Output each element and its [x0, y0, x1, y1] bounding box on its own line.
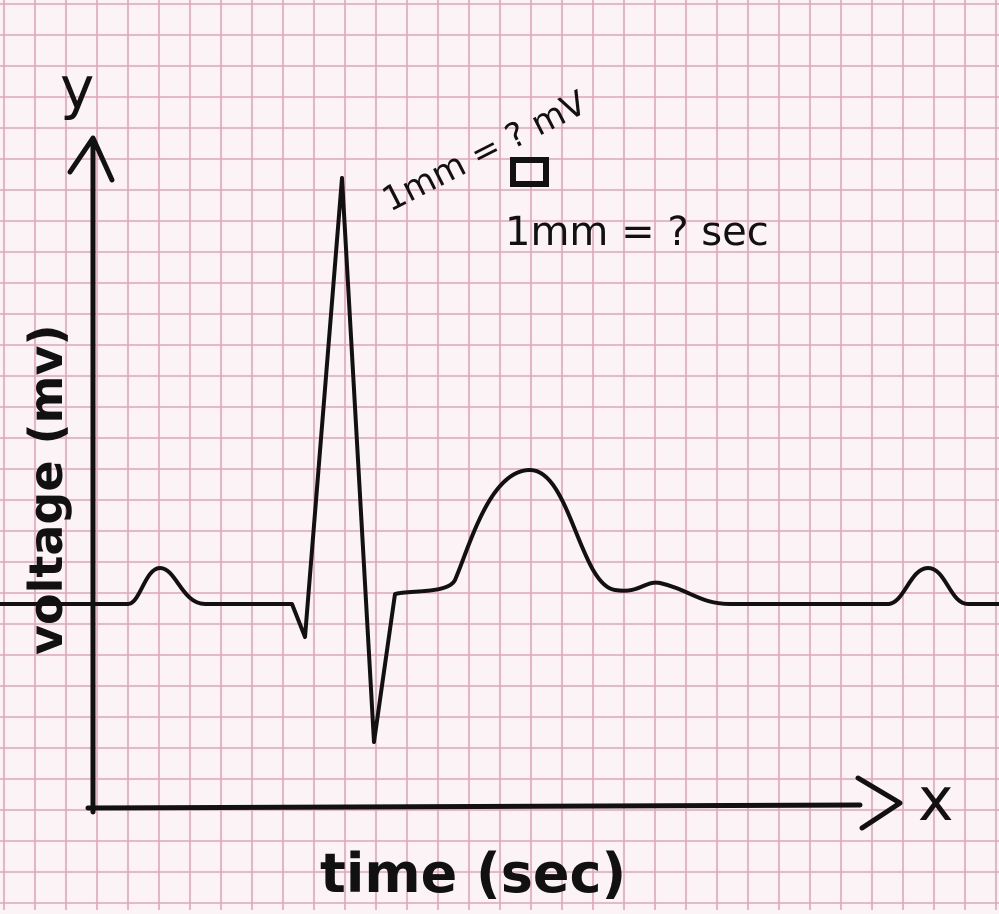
x-axis-line: [85, 802, 863, 811]
x-axis-letter: x: [918, 765, 954, 835]
x-axis-arrowhead: [855, 775, 903, 831]
small-square-marker: [510, 157, 549, 187]
y-axis-label: voltage (mv): [19, 325, 73, 656]
y-axis-arrowhead: [67, 135, 115, 183]
horizontal-scale-annotation: 1mm = ? sec: [505, 209, 769, 255]
ecg-waveform: [0, 176, 999, 744]
y-axis-letter: y: [60, 54, 94, 122]
x-axis-label: time (sec): [320, 842, 626, 905]
